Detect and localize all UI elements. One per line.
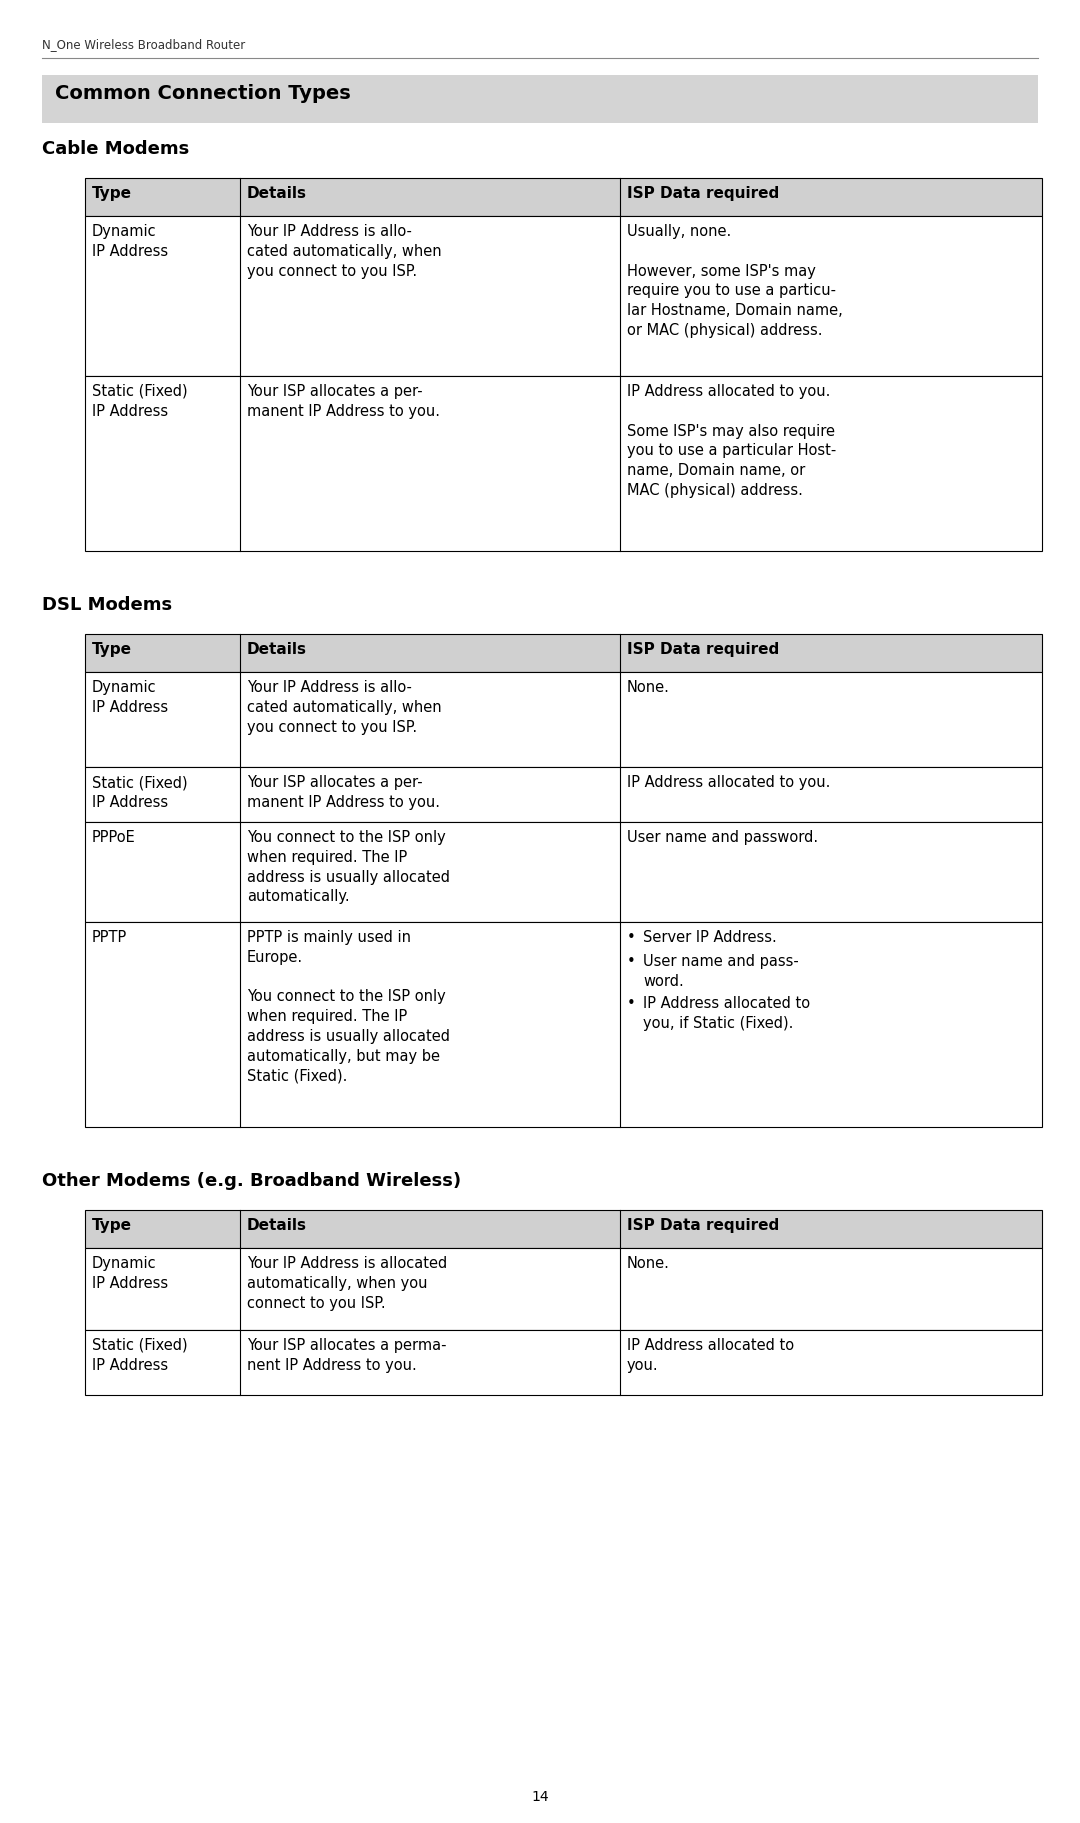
Text: You connect to the ISP only
when required. The IP
address is usually allocated
a: You connect to the ISP only when require… [247, 829, 450, 904]
Text: IP Address allocated to
you.: IP Address allocated to you. [627, 1338, 794, 1373]
Text: Your ISP allocates a per-
manent IP Address to you.: Your ISP allocates a per- manent IP Addr… [247, 775, 440, 809]
Bar [85, 767, 1042, 822]
Text: Static (Fixed)
IP Address: Static (Fixed) IP Address [92, 1338, 188, 1373]
Bar [85, 922, 1042, 1127]
Text: Your ISP allocates a per-
manent IP Address to you.: Your ISP allocates a per- manent IP Addr… [247, 385, 440, 419]
Text: IP Address allocated to
you, if Static (Fixed).: IP Address allocated to you, if Static (… [643, 995, 810, 1030]
Text: Type: Type [92, 1218, 132, 1232]
Text: PPTP is mainly used in
Europe.

You connect to the ISP only
when required. The I: PPTP is mainly used in Europe. You conne… [247, 930, 450, 1083]
Text: Your ISP allocates a perma-
nent IP Address to you.: Your ISP allocates a perma- nent IP Addr… [247, 1338, 446, 1373]
Bar [85, 634, 1042, 673]
Text: DSL Modems: DSL Modems [42, 596, 172, 614]
Text: N_One Wireless Broadband Router: N_One Wireless Broadband Router [42, 38, 245, 51]
Bar [85, 1331, 1042, 1395]
Text: IP Address allocated to you.

Some ISP's may also require
you to use a particula: IP Address allocated to you. Some ISP's … [627, 385, 836, 498]
Bar [85, 673, 1042, 767]
Bar [85, 1249, 1042, 1331]
Text: Common Connection Types: Common Connection Types [55, 84, 351, 104]
Text: User name and pass-
word.: User name and pass- word. [643, 953, 799, 988]
Text: Server IP Address.: Server IP Address. [643, 930, 777, 944]
Text: Type: Type [92, 186, 132, 201]
Text: Dynamic
IP Address: Dynamic IP Address [92, 680, 168, 715]
Text: Your IP Address is allocated
automatically, when you
connect to you ISP.: Your IP Address is allocated automatical… [247, 1256, 447, 1311]
Bar [85, 376, 1042, 551]
Bar [85, 1210, 1042, 1249]
Bar [42, 75, 1038, 122]
Text: ISP Data required: ISP Data required [627, 186, 780, 201]
Text: None.: None. [627, 1256, 670, 1271]
Text: •: • [627, 953, 636, 970]
Text: Your IP Address is allo-
cated automatically, when
you connect to you ISP.: Your IP Address is allo- cated automatic… [247, 680, 442, 735]
Text: Static (Fixed)
IP Address: Static (Fixed) IP Address [92, 385, 188, 419]
Text: Dynamic
IP Address: Dynamic IP Address [92, 1256, 168, 1291]
Text: User name and password.: User name and password. [627, 829, 819, 846]
Text: None.: None. [627, 680, 670, 695]
Text: Your IP Address is allo-
cated automatically, when
you connect to you ISP.: Your IP Address is allo- cated automatic… [247, 224, 442, 279]
Text: Usually, none.

However, some ISP's may
require you to use a particu-
lar Hostna: Usually, none. However, some ISP's may r… [627, 224, 842, 337]
Text: ISP Data required: ISP Data required [627, 1218, 780, 1232]
Text: Type: Type [92, 642, 132, 656]
Text: •: • [627, 995, 636, 1012]
Bar [85, 215, 1042, 376]
Text: PPPoE: PPPoE [92, 829, 136, 846]
Text: 14: 14 [531, 1790, 549, 1805]
Bar [85, 822, 1042, 922]
Text: Static (Fixed)
IP Address: Static (Fixed) IP Address [92, 775, 188, 809]
Text: Other Modems (e.g. Broadband Wireless): Other Modems (e.g. Broadband Wireless) [42, 1172, 461, 1190]
Text: Details: Details [247, 186, 307, 201]
Bar [85, 179, 1042, 215]
Text: •: • [627, 930, 636, 944]
Text: PPTP: PPTP [92, 930, 127, 944]
Text: Details: Details [247, 642, 307, 656]
Text: ISP Data required: ISP Data required [627, 642, 780, 656]
Text: IP Address allocated to you.: IP Address allocated to you. [627, 775, 831, 789]
Text: Cable Modems: Cable Modems [42, 140, 189, 159]
Text: Dynamic
IP Address: Dynamic IP Address [92, 224, 168, 259]
Text: Details: Details [247, 1218, 307, 1232]
